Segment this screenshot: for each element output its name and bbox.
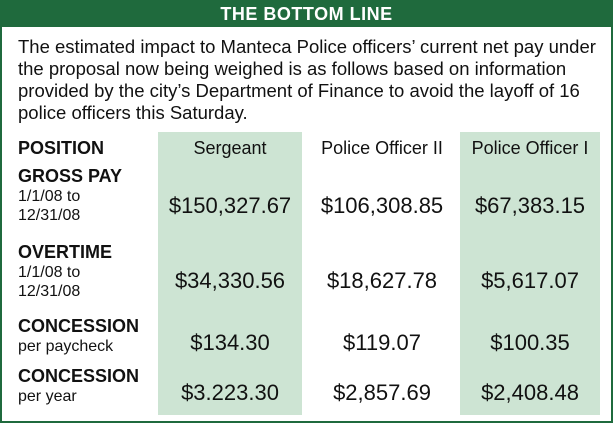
value-cell: $134.30 [190,330,270,355]
value-cell: $67,383.15 [474,193,586,218]
row-sublabel: 1/1/08 to 12/31/08 [18,188,81,224]
value-cell: $119.07 [343,330,421,355]
value-cell: $2,408.48 [481,380,579,405]
column-header: Police Officer I [471,138,589,158]
value-cell: $3.223.30 [181,380,279,405]
value-cell: $100.35 [490,330,570,355]
row-label: GROSS PAY [18,166,123,186]
column-shade [460,132,600,415]
header-title: THE BOTTOM LINE [2,2,611,27]
value-cell: $5,617.07 [481,268,579,293]
row-label: OVERTIME [18,242,113,262]
column-header: Police Officer II [321,138,443,158]
row-sublabel: 1/1/08 to 12/31/08 [18,264,81,300]
row-sublabel: per year [18,388,77,405]
value-cell: $150,327.67 [168,193,292,218]
column-shade [158,132,302,415]
value-cell: $2,857.69 [333,380,431,405]
row-label: CONCESSION [18,366,140,386]
row-label: CONCESSION [18,316,140,336]
value-cell: $34,330.56 [174,268,286,293]
intro-text: The estimated impact to Manteca Police o… [18,36,596,123]
row-sublabel: per paycheck [18,338,114,355]
value-cell: $18,627.78 [326,268,438,293]
value-cell: $106,308.85 [320,193,444,218]
column-header: Sergeant [193,138,267,158]
column-header: POSITION [18,138,105,158]
